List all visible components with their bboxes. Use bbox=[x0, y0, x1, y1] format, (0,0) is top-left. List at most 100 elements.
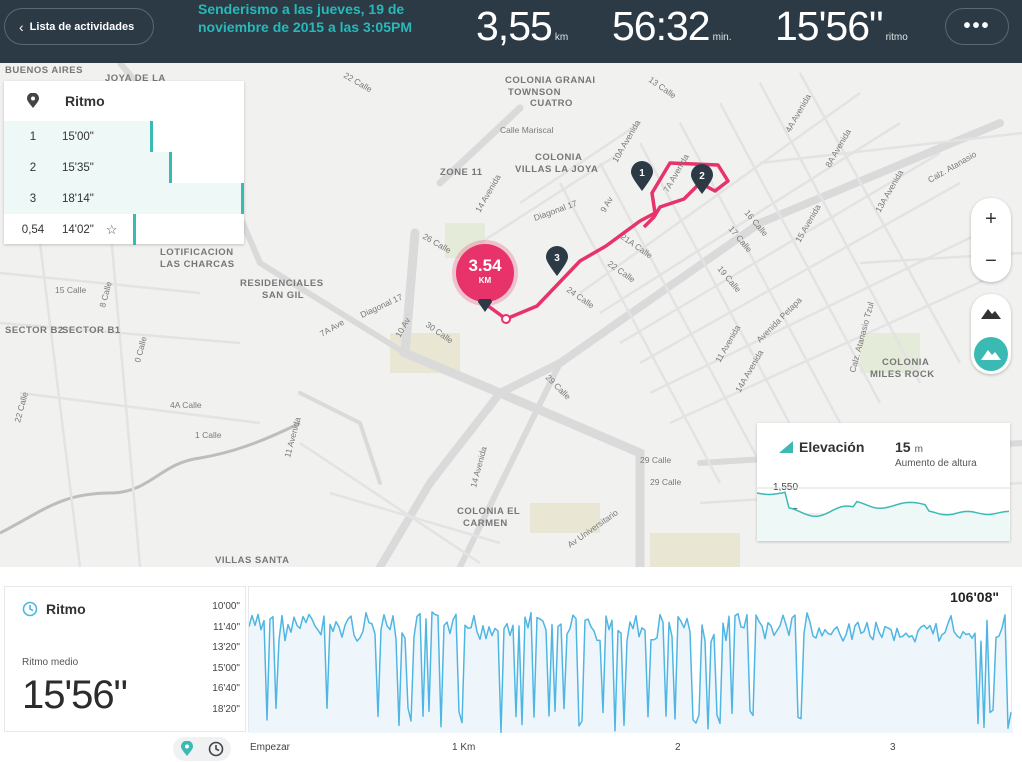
location-pin-icon bbox=[27, 93, 39, 108]
average-pace-value: 15'56" bbox=[22, 673, 128, 717]
back-label: Lista de actividades bbox=[29, 20, 135, 33]
svg-text:4A Calle: 4A Calle bbox=[170, 400, 202, 410]
pace-xtick: 2 bbox=[675, 742, 681, 753]
activity-header: ‹ Lista de actividades Senderismo a las … bbox=[0, 0, 1022, 63]
km-marker-2-label: 2 bbox=[699, 171, 705, 182]
elevation-title: Elevación bbox=[799, 439, 865, 455]
pace-stat: 15'56" ritmo bbox=[775, 3, 908, 50]
svg-text:Diagonal 17: Diagonal 17 bbox=[359, 291, 405, 319]
pace-xtick: 3 bbox=[890, 742, 896, 753]
split-bar-edge bbox=[169, 152, 172, 183]
pace-ytick: 18'20" bbox=[212, 704, 240, 715]
svg-text:Diagonal 17: Diagonal 17 bbox=[532, 198, 578, 223]
elevation-chart bbox=[757, 487, 1010, 541]
elevation-card: Elevación 15m Aumento de altura 1,550 1,… bbox=[757, 423, 1010, 541]
svg-text:CUATRO: CUATRO bbox=[530, 98, 573, 109]
svg-text:11 Avenida: 11 Avenida bbox=[282, 416, 302, 459]
duration-unit: min. bbox=[712, 32, 732, 43]
km-marker-1[interactable]: 1 bbox=[629, 161, 655, 193]
km-marker-3[interactable]: 3 bbox=[544, 246, 570, 278]
distance-value: 3,55 bbox=[476, 3, 553, 49]
splits-title: Ritmo bbox=[65, 93, 105, 109]
svg-text:24 Calle: 24 Calle bbox=[565, 284, 597, 310]
split-row[interactable]: 3 18'14" bbox=[4, 183, 244, 214]
svg-text:15 Calle: 15 Calle bbox=[55, 285, 86, 295]
split-bar bbox=[4, 183, 244, 214]
split-bar-edge bbox=[150, 121, 153, 152]
pace-chart[interactable]: 106'08" bbox=[248, 586, 1013, 733]
split-lap: 0,54 bbox=[21, 223, 45, 236]
split-lap: 3 bbox=[29, 192, 37, 205]
svg-text:1 Calle: 1 Calle bbox=[195, 430, 222, 440]
elevation-view-button[interactable] bbox=[974, 337, 1008, 371]
route-map[interactable]: 22 Calle Calle Mariscal 14 Avenida Diago… bbox=[0, 63, 1022, 567]
svg-text:29 Calle: 29 Calle bbox=[640, 455, 671, 465]
duration-stat: 56:32 min. bbox=[612, 3, 732, 50]
elevation-gain-value: 15 bbox=[895, 439, 911, 455]
split-row[interactable]: 0,54 14'02" ☆ bbox=[4, 214, 244, 245]
pace-ytick: 13'20" bbox=[212, 642, 240, 653]
pace-ytick: 11'40" bbox=[213, 622, 240, 633]
svg-text:11 Avenida: 11 Avenida bbox=[713, 323, 742, 364]
svg-text:14 Avenida: 14 Avenida bbox=[468, 445, 489, 488]
svg-text:CARMEN: CARMEN bbox=[463, 518, 508, 529]
location-pin-icon[interactable] bbox=[180, 741, 194, 757]
map-view-controls bbox=[971, 294, 1011, 374]
svg-text:SAN GIL: SAN GIL bbox=[262, 290, 304, 301]
svg-text:VILLAS SANTA: VILLAS SANTA bbox=[215, 555, 289, 566]
average-pace-label: Ritmo medio bbox=[22, 657, 79, 668]
split-row[interactable]: 2 15'35" bbox=[4, 152, 244, 183]
elevation-icon bbox=[779, 441, 793, 453]
svg-text:14 Avenida: 14 Avenida bbox=[473, 172, 503, 214]
splits-list: 1 15'00" 2 15'35" 3 18'14" 0,54 14'02" ☆ bbox=[4, 121, 244, 245]
km-marker-3-label: 3 bbox=[554, 253, 560, 264]
back-to-activity-list-button[interactable]: ‹ Lista de actividades bbox=[4, 8, 154, 45]
svg-text:LAS CHARCAS: LAS CHARCAS bbox=[160, 259, 235, 270]
zoom-in-button[interactable]: + bbox=[985, 207, 997, 230]
split-row[interactable]: 1 15'00" bbox=[4, 121, 244, 152]
current-distance-marker[interactable]: 3.54 KM bbox=[456, 244, 514, 302]
zoom-out-button[interactable]: − bbox=[985, 249, 997, 272]
zoom-controls: + − bbox=[971, 198, 1011, 282]
pace-max-value: 106'08" bbox=[950, 589, 999, 605]
svg-text:Calle Mariscal: Calle Mariscal bbox=[500, 125, 553, 135]
svg-text:13 Calle: 13 Calle bbox=[647, 74, 679, 100]
elevation-subtitle: Aumento de altura bbox=[895, 458, 977, 469]
clock-icon[interactable] bbox=[208, 741, 224, 757]
elevation-gain-unit: m bbox=[914, 444, 923, 455]
split-lap: 2 bbox=[29, 161, 37, 174]
split-bar-edge bbox=[133, 214, 136, 245]
svg-text:BUENOS AIRES: BUENOS AIRES bbox=[5, 65, 83, 76]
svg-text:7A Ave: 7A Ave bbox=[318, 317, 346, 339]
terrain-view-icon[interactable] bbox=[981, 306, 1001, 320]
svg-text:22 Calle: 22 Calle bbox=[12, 391, 30, 424]
split-lap: 1 bbox=[29, 130, 37, 143]
chevron-left-icon: ‹ bbox=[19, 18, 24, 35]
more-options-button[interactable]: ••• bbox=[945, 8, 1009, 45]
svg-text:0 Calle: 0 Calle bbox=[132, 335, 149, 363]
km-marker-2[interactable]: 2 bbox=[689, 164, 715, 196]
pace-chart-canvas bbox=[249, 611, 1013, 733]
svg-text:COLONIA GRANAI: COLONIA GRANAI bbox=[505, 75, 596, 86]
svg-text:ZONE 11: ZONE 11 bbox=[440, 167, 483, 178]
svg-text:RESIDENCIALES: RESIDENCIALES bbox=[240, 278, 324, 289]
split-pace: 15'35" bbox=[62, 161, 94, 174]
current-distance-value: 3.54 bbox=[468, 256, 502, 275]
pace-splits-panel: Ritmo 1 15'00" 2 15'35" 3 18'14" 0,54 14'02" ☆ bbox=[4, 81, 244, 245]
marker-pin-icon bbox=[478, 299, 492, 312]
svg-text:COLONIA: COLONIA bbox=[882, 357, 929, 368]
pace-panel-header: Ritmo bbox=[22, 601, 86, 617]
svg-text:4A Avenida: 4A Avenida bbox=[783, 92, 813, 134]
pace-ytick: 16'40" bbox=[212, 683, 240, 694]
svg-text:TOWNSON: TOWNSON bbox=[508, 87, 561, 98]
current-distance-unit: KM bbox=[478, 276, 492, 285]
split-bar-edge bbox=[241, 183, 244, 214]
split-pace: 18'14" bbox=[62, 192, 94, 205]
svg-text:21A Calle: 21A Calle bbox=[619, 231, 655, 260]
split-pace: 15'00" bbox=[62, 130, 94, 143]
pace-panel-title: Ritmo bbox=[46, 601, 86, 617]
split-bar bbox=[4, 152, 172, 183]
splits-header: Ritmo bbox=[4, 81, 244, 121]
star-icon[interactable]: ☆ bbox=[105, 221, 118, 237]
duration-value: 56:32 bbox=[612, 3, 711, 49]
